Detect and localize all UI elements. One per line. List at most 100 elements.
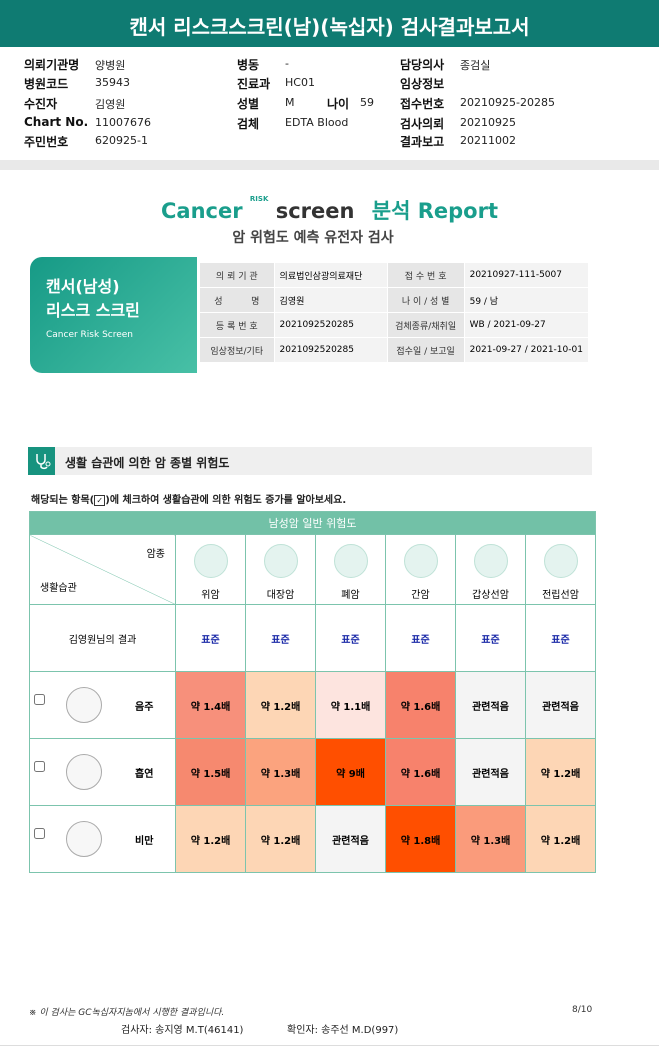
stethoscope-icon [36,454,51,470]
risk-cell: 약 1.6배 [385,671,456,739]
footer-note: ※ 이 검사는 GC녹십자지놈에서 시행한 결과입니다. [29,1008,225,1018]
info-label: 병동 [237,58,260,72]
section-header: 생활 습관에 의한 암 종별 위험도 [28,447,592,475]
column-header: 대장암 [245,534,316,605]
column-label: 전립선암 [542,590,579,601]
info-value: 620925-1 [95,134,148,147]
info-label: 주민번호 [24,135,69,149]
result: 표준 [175,604,246,672]
result: 표준 [525,604,596,672]
instruction-text: )에 체크하여 생활습관에 의한 위험도 증가를 알아보세요. [105,495,347,506]
info-label: 임상정보 [400,77,445,91]
logo: Cancer RISK screen 분석 Report [0,195,659,225]
value: 2021092520285 [273,312,388,338]
value: 2021092520285 [273,337,388,363]
organ-icon [543,544,578,578]
risk-cell: 약 1.3배 [245,738,316,806]
info-label: 의뢰기관명 [24,58,80,72]
risk-cell: 약 1.6배 [385,738,456,806]
habit: 비만 [29,805,176,873]
risk-cell: 약 1.1배 [315,671,386,739]
bottom-strip [0,1045,659,1063]
row: 의 뢰 기 관 의료법인삼광의료재단 접 수 번 호 20210927-111-500… [199,262,590,288]
info-label: 성별 [237,97,260,111]
organ-icon [193,544,228,578]
habit: 음주 [29,671,176,739]
column-label: 대장암 [266,590,295,601]
habit-name: 비만 [135,836,154,847]
info-value: 양병원 [95,59,126,72]
info-value: 종검실 [460,59,491,72]
habit-name: 흡연 [135,769,154,780]
risk-cell: 약 1.2배 [245,671,316,739]
result: 표준 [315,604,386,672]
info-label: 담당의사 [400,58,445,72]
header-bar: 캔서 리스크스크린(남)(녹십자) 검사결과보고서 [0,0,659,47]
info-label: 진료과 [237,77,271,91]
result: 표준 [455,604,526,672]
report-info-table: 의 뢰 기 관 의료법인삼광의료재단 접 수 번 호 20210927-111-500… [199,262,590,363]
info-value: 35943 [95,76,130,89]
column-header: 위암 [175,534,246,605]
key: 접수일 / 보고일 [386,337,465,363]
info-label: Chart No. [24,115,89,129]
info-label: 검사의뢰 [400,117,445,131]
checkbox[interactable] [34,694,45,705]
habit-row: 흡연 약 1.5배 약 1.3배 약 9배 약 1.6배 관련적음 약 1.2배 [29,738,596,806]
card-line1: 캔서(남성) [46,277,120,296]
section-title: 생활 습관에 의한 암 종별 위험도 [65,456,230,470]
key: 임상정보/기타 [199,337,275,363]
result-row: 김영원님의 결과 표준 표준 표준 표준 표준 표준 [29,604,596,672]
info-value: 20210925 [460,116,516,129]
habit-name: 음주 [135,702,154,713]
corner-top: 암종 [146,549,165,560]
key: 성 명 [199,287,275,313]
logo-screen: screen [275,199,355,223]
habit-icon [66,821,102,857]
risk-cell: 약 9배 [315,738,386,806]
value: 김영원 [273,287,388,313]
info-label: 접수번호 [400,97,445,111]
info-value: HC01 [285,76,315,89]
risk-cell: 약 1.2배 [175,805,246,873]
value: 의료법인삼광의료재단 [273,262,388,288]
card-line2: 리스크 스크린 [46,301,140,320]
info-label: 검체 [237,117,260,131]
value: WB / 2021-09-27 [463,312,590,338]
separator [0,160,659,170]
logo-cancer: Cancer [161,199,243,223]
value: 2021-09-27 / 2021-10-01 [463,337,590,363]
risk-cell: 관련적음 [455,671,526,739]
risk-cell: 약 1.2배 [245,805,316,873]
row: 임상정보/기타 2021092520285 접수일 / 보고일 2021-09-27 … [199,337,590,363]
column-header: 갑상선암 [455,534,526,605]
info-label: 수진자 [24,97,58,111]
habit-row: 음주 약 1.4배 약 1.2배 약 1.1배 약 1.6배 관련적음 관련적음 [29,671,596,739]
key: 검체종류/채취일 [386,312,465,338]
checkbox[interactable] [34,828,45,839]
info-value: - [285,57,289,70]
result-label: 김영원님의 결과 [29,604,176,672]
organ-icon [403,544,438,578]
row: 등 록 번 호 2021092520285 검체종류/채취일 WB / 2021-09… [199,312,590,338]
checkbox[interactable] [34,761,45,772]
info-value: 20211002 [460,134,516,147]
value: 20210927-111-5007 [463,262,590,288]
section-icon [28,447,55,475]
habit-icon [66,754,102,790]
key: 접 수 번 호 [386,262,465,288]
risk-cell: 약 1.2배 [525,738,596,806]
corner-bottom: 생활습관 [40,583,77,594]
column-header: 간암 [385,534,456,605]
risk-cell: 관련적음 [455,738,526,806]
organ-icon [263,544,298,578]
column-label: 간암 [411,590,430,601]
organ-icon [333,544,368,578]
column-label: 폐암 [341,590,360,601]
risk-cell: 관련적음 [315,805,386,873]
title-row: 남성암 일반 위험도 [29,511,596,535]
instruction-text: 해당되는 항목( [31,495,95,506]
info-value: EDTA Blood [285,116,349,129]
